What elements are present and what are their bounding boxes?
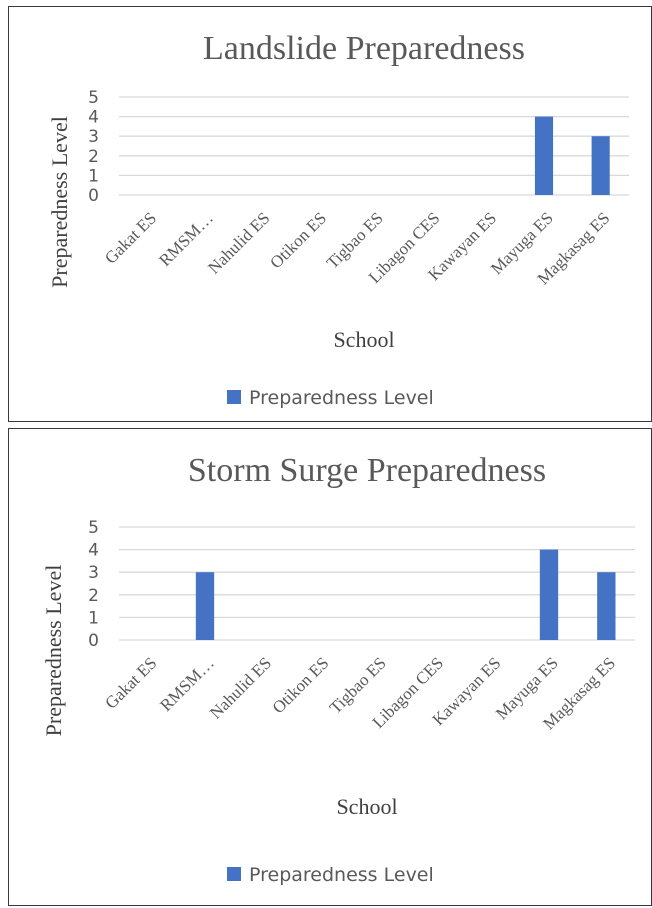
storm-surge-y-tick-label: 2: [88, 586, 99, 606]
landslide-y-axis-title: Preparedness Level: [47, 116, 72, 288]
storm-surge-y-axis-title: Preparedness Level: [41, 565, 66, 737]
storm-surge-category-label: Nahulid ES: [206, 653, 275, 722]
storm-surge-y-tick-label: 4: [88, 541, 99, 561]
landslide-y-tick-label: 3: [88, 127, 99, 147]
landslide-category-label: Gakat ES: [101, 208, 160, 267]
landslide-legend-label: Preparedness Level: [249, 387, 434, 409]
storm-surge-y-tick-label: 1: [88, 608, 99, 628]
landslide-bar: [591, 136, 610, 195]
storm-surge-bar: [195, 572, 215, 640]
landslide-y-tick-label: 4: [88, 108, 99, 128]
landslide-x-axis-title: School: [333, 327, 394, 352]
storm-surge-x-axis-title: School: [336, 794, 397, 819]
storm-surge-chart-panel: Storm Surge Preparedness 0 1 2 3 4 5 Gakat ES RM…: [8, 428, 652, 906]
landslide-category-label: Otikon ES: [266, 208, 330, 272]
storm-surge-legend-label: Preparedness Level: [249, 864, 434, 886]
landslide-category-label: Nahulid ES: [204, 208, 273, 277]
landslide-legend-swatch: [227, 390, 241, 404]
landslide-y-tick-label: 0: [88, 186, 99, 206]
landslide-chart-panel: Landslide Preparedness 0 1 2 3 4 5 Gakat ES RMSM…: [8, 6, 652, 422]
storm-surge-y-tick-label: 0: [88, 631, 99, 651]
storm-surge-category-label: Otikon ES: [269, 653, 333, 717]
storm-surge-legend-swatch: [227, 867, 241, 881]
landslide-y-tick-label: 2: [88, 147, 99, 167]
storm-surge-category-label: Gakat ES: [101, 653, 160, 712]
storm-surge-chart-title: Storm Surge Preparedness: [188, 452, 546, 489]
landslide-chart-title: Landslide Preparedness: [203, 30, 525, 67]
landslide-y-tick-label: 1: [88, 166, 99, 186]
storm-surge-bar: [539, 549, 559, 640]
storm-surge-y-tick-label: 3: [88, 563, 99, 583]
landslide-bar: [534, 116, 554, 195]
storm-surge-y-tick-label: 5: [88, 518, 99, 538]
storm-surge-bar: [597, 572, 616, 640]
landslide-y-tick-label: 5: [88, 88, 99, 108]
